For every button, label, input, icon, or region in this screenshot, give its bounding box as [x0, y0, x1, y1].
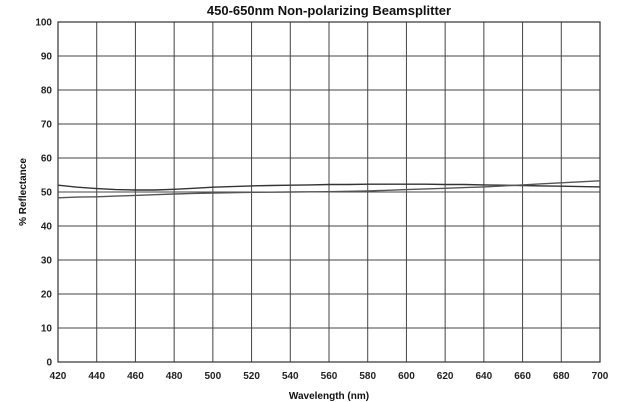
series-group: [57, 180, 601, 199]
y-tick-label: 50: [41, 188, 53, 199]
y-tick-label: 90: [41, 52, 53, 63]
y-tick-label: 30: [41, 256, 53, 267]
x-tick-label: 680: [553, 371, 570, 382]
x-tick-label: 480: [166, 371, 183, 382]
y-axis-label: % Reflectance: [18, 158, 29, 226]
series-2-line: [57, 180, 601, 199]
x-tick-label: 520: [243, 371, 260, 382]
y-tick-label: 0: [46, 358, 52, 369]
x-tick-label: 560: [321, 371, 338, 382]
x-tick-label: 580: [359, 371, 376, 382]
x-tick-label: 600: [398, 371, 415, 382]
x-tick-labels: 420 440 460 480 500 520 540 560 580 600 620 640 660 6…: [50, 371, 609, 382]
y-tick-label: 70: [41, 120, 53, 131]
x-axis-label: Wavelength (nm): [289, 391, 369, 402]
x-tick-label: 420: [50, 371, 67, 382]
x-tick-label: 500: [205, 371, 222, 382]
plot-frame: [57, 21, 601, 363]
y-tick-label: 10: [41, 324, 53, 335]
chart-title: 450-650nm Non-polarizing Beamsplitter: [207, 3, 451, 18]
x-tick-label: 700: [592, 371, 609, 382]
y-tick-label: 40: [41, 222, 53, 233]
y-tick-label: 100: [35, 18, 52, 29]
x-tick-label: 660: [514, 371, 531, 382]
grid: [57, 21, 601, 363]
x-tick-label: 620: [437, 371, 454, 382]
y-tick-label: 80: [41, 86, 53, 97]
x-tick-label: 640: [476, 371, 493, 382]
x-tick-label: 460: [127, 371, 144, 382]
y-tick-label: 20: [41, 290, 53, 301]
x-tick-label: 440: [88, 371, 105, 382]
y-tick-labels: 0 10 20 30 40 50 60 70 80 90 100: [35, 18, 52, 369]
y-tick-label: 60: [41, 154, 53, 165]
x-tick-label: 540: [282, 371, 299, 382]
